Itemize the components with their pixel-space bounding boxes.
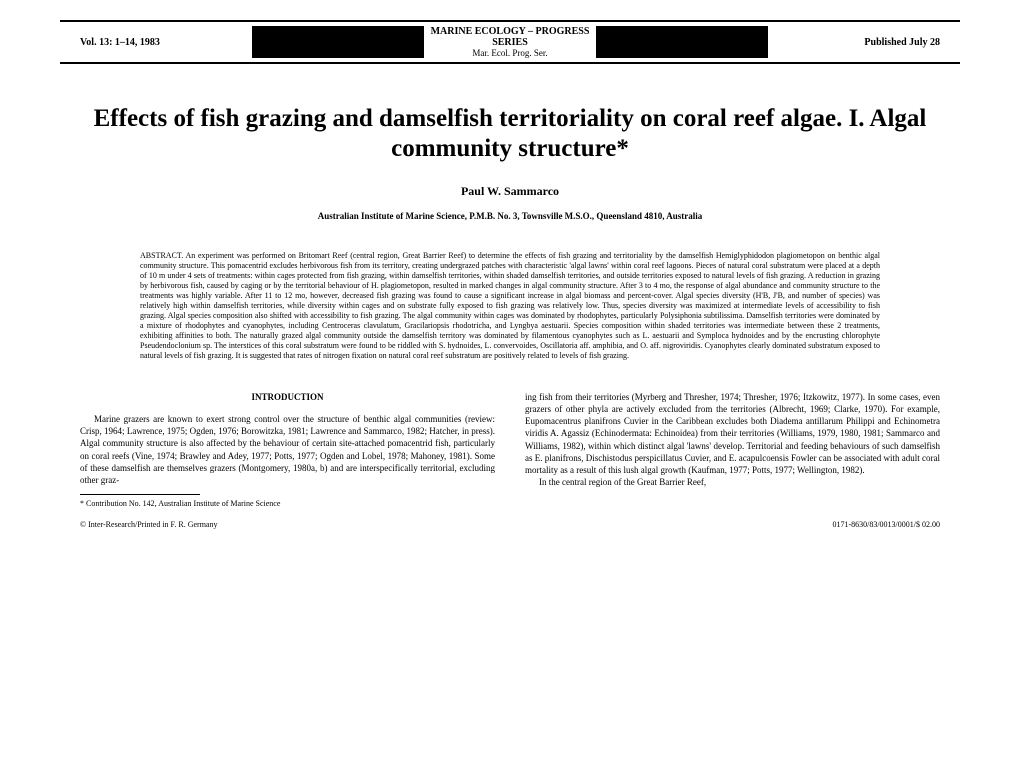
page-footer: © Inter-Research/Printed in F. R. German…	[80, 520, 940, 529]
footnote-rule	[80, 494, 200, 495]
journal-header: Vol. 13: 1–14, 1983 MARINE ECOLOGY – PRO…	[60, 20, 960, 64]
author-name: Paul W. Sammarco	[60, 184, 960, 199]
introduction-heading: INTRODUCTION	[80, 391, 495, 403]
abstract-text: An experiment was performed on Britomart…	[140, 251, 880, 360]
intro-paragraph-left: Marine grazers are known to exert strong…	[80, 413, 495, 486]
intro-paragraph-right-cont: In the central region of the Great Barri…	[525, 476, 940, 488]
publish-date: Published July 28	[768, 37, 960, 48]
body-columns: INTRODUCTION Marine grazers are known to…	[80, 391, 940, 510]
issn-text: 0171-8630/83/0013/0001/$ 02.00	[832, 520, 940, 529]
abstract-block: ABSTRACT. An experiment was performed on…	[140, 251, 880, 361]
journal-name: MARINE ECOLOGY – PROGRESS SERIES Mar. Ec…	[424, 26, 596, 58]
header-divider	[596, 26, 768, 58]
article-title: Effects of fish grazing and damselfish t…	[80, 104, 940, 164]
left-column: INTRODUCTION Marine grazers are known to…	[80, 391, 495, 510]
journal-name-top: MARINE ECOLOGY – PROGRESS SERIES	[424, 26, 596, 48]
copyright-text: © Inter-Research/Printed in F. R. German…	[80, 520, 217, 529]
intro-paragraph-right: ing fish from their territories (Myrberg…	[525, 391, 940, 476]
abstract-label: ABSTRACT.	[140, 251, 183, 260]
contribution-footnote: * Contribution No. 142, Australian Insti…	[80, 499, 495, 510]
right-column: ing fish from their territories (Myrberg…	[525, 391, 940, 510]
journal-name-abbrev: Mar. Ecol. Prog. Ser.	[424, 48, 596, 58]
volume-info: Vol. 13: 1–14, 1983	[60, 37, 252, 48]
header-divider	[252, 26, 424, 58]
author-affiliation: Australian Institute of Marine Science, …	[60, 211, 960, 221]
